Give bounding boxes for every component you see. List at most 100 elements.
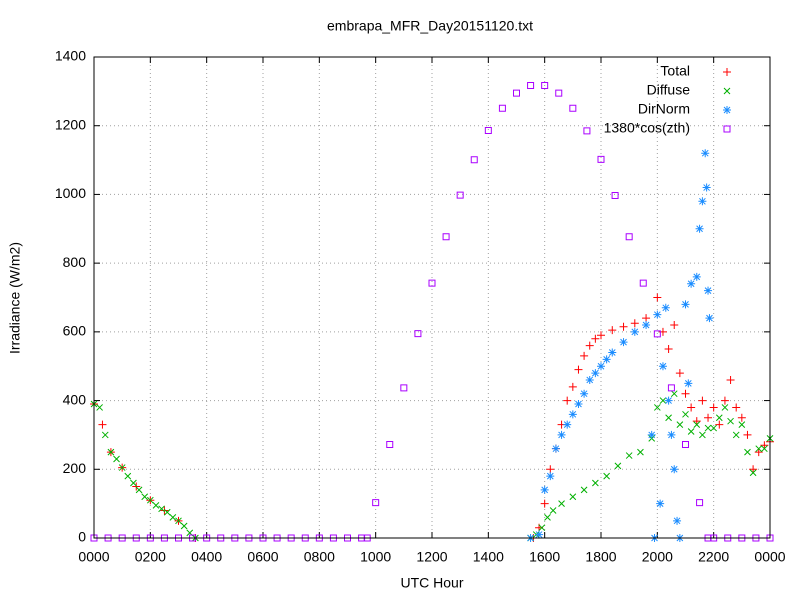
point: [670, 320, 679, 329]
point: [132, 534, 140, 542]
x-tick-label: 0000: [754, 549, 785, 565]
point: [738, 534, 746, 542]
point: [732, 431, 740, 439]
point: [428, 279, 436, 287]
point: [608, 326, 617, 335]
point: [540, 485, 549, 494]
point: [692, 272, 701, 281]
point: [682, 410, 689, 418]
point: [687, 403, 696, 412]
point: [563, 420, 572, 429]
point: [737, 413, 746, 422]
point: [658, 362, 667, 371]
point: [527, 82, 535, 90]
point: [661, 303, 670, 312]
x-tick-label: 1400: [473, 549, 504, 565]
point: [574, 365, 583, 374]
point: [551, 444, 560, 453]
x-axis-label: UTC Hour: [400, 575, 463, 591]
point: [101, 431, 109, 439]
point: [709, 403, 718, 412]
point: [653, 293, 662, 302]
point: [158, 505, 165, 513]
point: [639, 279, 647, 287]
y-tick-label: 200: [63, 460, 87, 476]
point: [329, 534, 337, 542]
point: [217, 534, 225, 542]
point: [245, 534, 253, 542]
point: [665, 414, 672, 422]
point: [681, 389, 690, 398]
point: [180, 522, 188, 530]
point: [702, 183, 711, 192]
point: [546, 472, 555, 481]
point: [175, 517, 182, 525]
point: [574, 400, 583, 409]
point: [363, 534, 371, 542]
x-tick-label: 0000: [78, 549, 109, 565]
point: [372, 499, 380, 507]
point: [555, 89, 563, 97]
x-tick-label: 1000: [360, 549, 391, 565]
point: [104, 534, 112, 542]
point: [670, 390, 678, 398]
point: [738, 421, 746, 428]
legend-label: Diffuse: [647, 82, 691, 98]
point: [630, 319, 639, 328]
point: [470, 156, 478, 164]
point: [667, 430, 676, 439]
point: [315, 534, 323, 542]
point: [287, 534, 295, 542]
point: [659, 397, 667, 404]
point: [687, 279, 696, 288]
legend-label: DirNorm: [638, 101, 690, 117]
point: [273, 534, 281, 542]
point: [163, 508, 171, 516]
point: [704, 286, 713, 295]
point: [642, 314, 651, 323]
point: [619, 322, 628, 331]
point: [715, 420, 724, 429]
plot-frame: [93, 56, 771, 539]
legend-marker: [723, 106, 731, 114]
point: [568, 382, 577, 391]
point: [160, 506, 169, 515]
point: [656, 499, 665, 508]
point: [754, 448, 763, 457]
x-tick-label: 1800: [585, 549, 616, 565]
point: [698, 396, 707, 405]
point: [442, 233, 450, 241]
point: [169, 514, 177, 521]
point: [760, 441, 769, 450]
legend-label: 1380*cos(zth): [604, 120, 690, 136]
point: [675, 369, 684, 378]
point: [673, 516, 682, 525]
point: [90, 534, 98, 542]
point: [625, 233, 633, 241]
point: [152, 502, 160, 509]
point: [544, 514, 551, 521]
point: [699, 431, 706, 439]
point: [667, 384, 675, 392]
point: [414, 330, 422, 338]
point: [98, 420, 107, 429]
point: [664, 396, 673, 405]
point: [743, 430, 752, 439]
point: [755, 445, 763, 453]
point: [189, 534, 197, 542]
point: [625, 452, 633, 459]
point: [580, 389, 589, 398]
y-tick-label: 400: [63, 391, 87, 407]
point: [715, 414, 723, 422]
point: [568, 410, 577, 419]
point: [710, 534, 718, 542]
y-tick-label: 800: [63, 254, 87, 270]
point: [400, 384, 408, 392]
point: [602, 355, 611, 364]
point: [597, 155, 605, 163]
point: [135, 486, 143, 494]
y-axis-label: Irradiance (W/m2): [7, 242, 23, 354]
point: [591, 369, 600, 378]
point: [231, 534, 239, 542]
